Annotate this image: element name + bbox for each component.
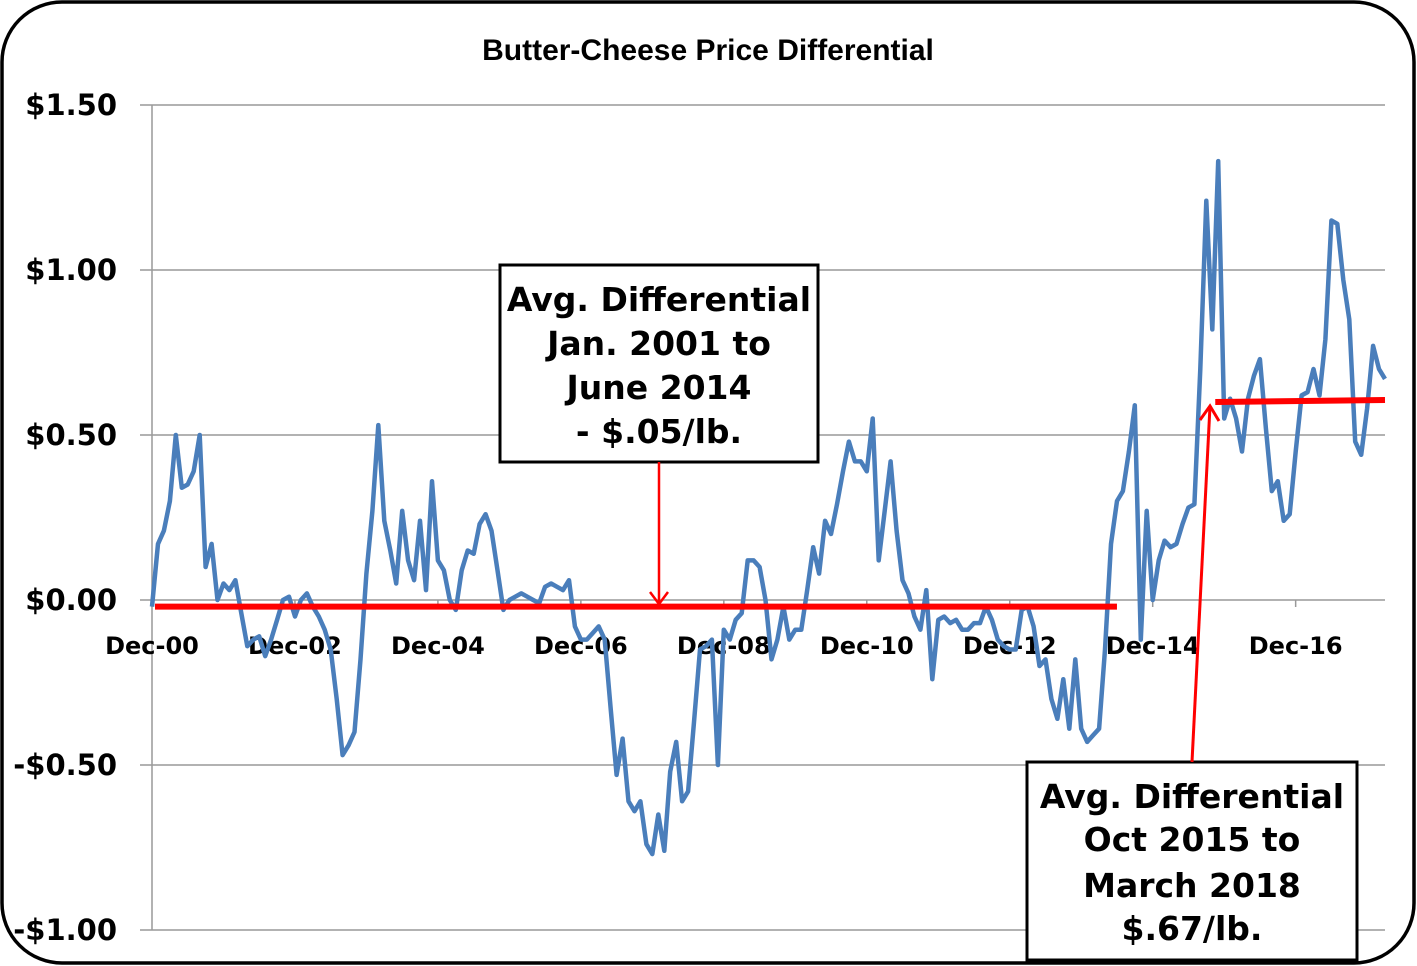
annotation-2-line-1: Avg. Differential: [1040, 777, 1344, 816]
series-layer: [149, 158, 1387, 857]
x-tick-label: Dec-10: [820, 632, 914, 660]
x-tick-label: Dec-14: [1106, 632, 1200, 660]
x-tick-label: Dec-00: [105, 632, 199, 660]
y-axis: $1.50 $1.00 $0.50 $0.00 -$0.50 -$1.00: [13, 88, 117, 947]
series-line: [149, 158, 1387, 857]
x-tick-label: Dec-12: [963, 632, 1057, 660]
annotation-2-line-4: $.67/lb.: [1122, 909, 1263, 948]
y-tick-label: $1.00: [25, 253, 117, 287]
y-tick-label: $0.00: [25, 583, 117, 617]
y-tick-label: $1.50: [25, 88, 117, 122]
average-line: [1215, 397, 1386, 405]
annotation-1-line-3: June 2014: [565, 368, 752, 407]
y-tick-label: -$0.50: [13, 748, 117, 782]
annotation-2-arrow: [1190, 405, 1212, 763]
chart-title: Butter-Cheese Price Differential: [482, 34, 934, 67]
annotation-2-line-3: March 2018: [1083, 866, 1301, 905]
x-tick-label: Dec-16: [1249, 632, 1343, 660]
annotation-box-1: Avg. Differential Jan. 2001 to June 2014…: [498, 263, 820, 607]
annotation-1-line-1: Avg. Differential: [507, 280, 811, 319]
annotation-1-line-2: Jan. 2001 to: [545, 324, 771, 363]
y-tick-label: -$1.00: [13, 913, 117, 947]
annotation-1-arrowhead: [649, 591, 669, 607]
annotation-2-line-2: Oct 2015 to: [1084, 820, 1301, 859]
reference-lines: [155, 397, 1386, 610]
y-tick-label: $0.50: [25, 418, 117, 452]
annotation-2-arrowhead: [1198, 403, 1221, 422]
x-tick-label: Dec-04: [391, 632, 485, 660]
annotation-1-line-4: - $.05/lb.: [576, 412, 742, 451]
annotation-box-2: Avg. Differential Oct 2015 to March 2018…: [1025, 403, 1359, 962]
